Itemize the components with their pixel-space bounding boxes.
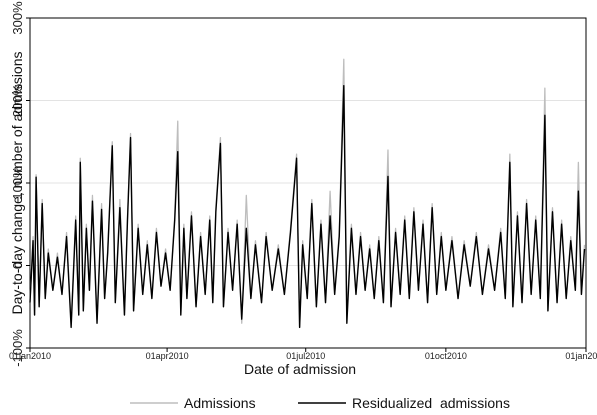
- x-tick-label-3: 01oct2010: [425, 351, 467, 361]
- x-tick-label-2: 01jul2010: [286, 351, 325, 361]
- y-tick-label-1: 0: [10, 262, 25, 269]
- y-tick-label-2: 100%: [10, 166, 25, 200]
- y-tick-label-3: 200%: [10, 83, 25, 117]
- y-axis-title: Day-to-day change, number of admissions: [9, 51, 25, 314]
- x-axis-title: Date of admission: [244, 361, 356, 377]
- y-tick-label-0: -100%: [10, 329, 25, 367]
- legend: Admissions Residualized admissions: [130, 395, 510, 411]
- legend-label-residualized: Residualized admissions: [352, 395, 510, 411]
- x-tick-label-0: 01jan2010: [9, 351, 51, 361]
- x-tick-label-4: 01jan2011: [565, 351, 597, 361]
- x-axis: 01jan2010 01apr2010 01jul2010 01oct2010 01ja…: [9, 348, 597, 361]
- series-line-1: [29, 84, 586, 329]
- y-axis: -100% 0 100% 200% 300%: [10, 1, 30, 367]
- legend-label-admissions: Admissions: [184, 395, 256, 411]
- y-tick-label-4: 300%: [10, 1, 25, 35]
- x-tick-label-1: 01apr2010: [146, 351, 189, 361]
- series-layer: [29, 58, 586, 329]
